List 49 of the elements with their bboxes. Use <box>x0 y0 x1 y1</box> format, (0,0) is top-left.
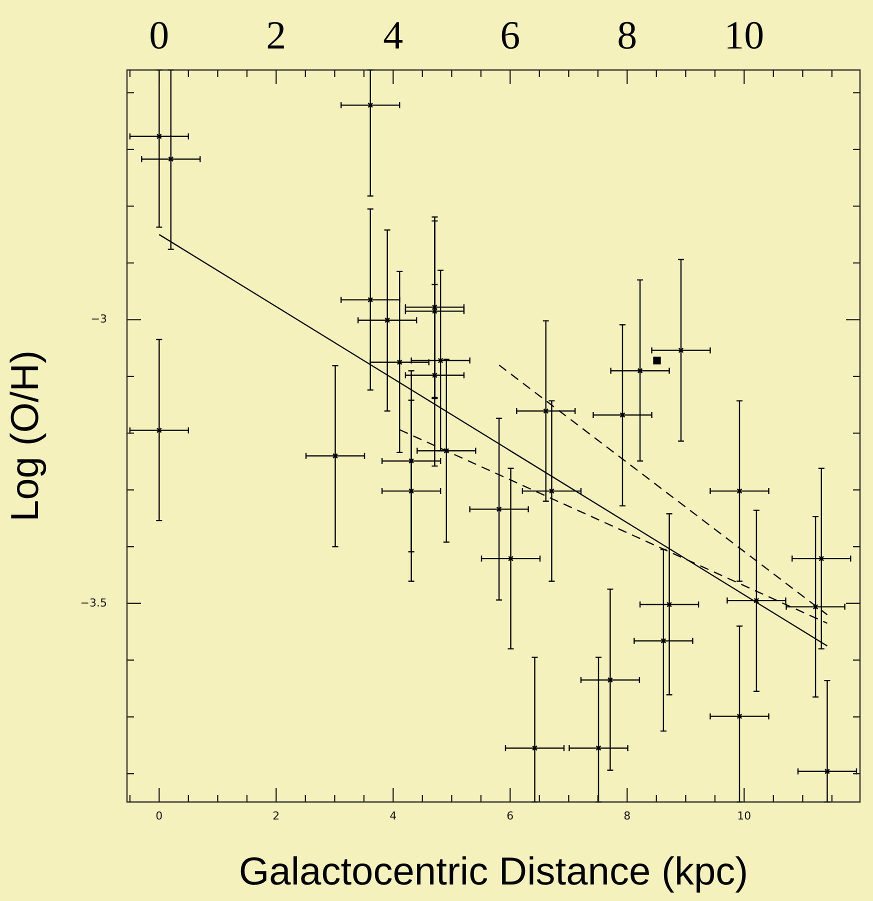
point <box>408 488 414 494</box>
x-tick-label: 4 <box>383 12 404 58</box>
x-axis-title: Galactocentric Distance (kpc) <box>238 850 748 894</box>
point <box>660 638 666 644</box>
point <box>508 556 514 562</box>
point <box>754 598 760 604</box>
point <box>368 297 374 303</box>
point <box>384 317 390 324</box>
x-tick-label: 6 <box>500 12 520 58</box>
point <box>812 604 818 610</box>
x-tick-label: 0 <box>149 12 170 58</box>
point <box>678 348 684 354</box>
x-tick-label: 2 <box>266 12 286 58</box>
point <box>548 488 554 494</box>
point <box>396 359 402 366</box>
x-tick-label: 10 <box>724 12 764 58</box>
point <box>653 356 661 364</box>
point <box>736 714 742 720</box>
y-axis-title: Log (O/H) <box>4 350 48 522</box>
point <box>368 102 374 108</box>
x2-tick-label: 4 <box>390 809 397 822</box>
point <box>543 408 549 414</box>
point <box>736 488 742 494</box>
point <box>168 156 174 162</box>
x2-tick-label: 2 <box>272 809 280 822</box>
x2-tick-label: 8 <box>624 809 631 822</box>
x2-tick-label: 0 <box>156 809 163 822</box>
y-tick-label: −3 <box>90 312 107 326</box>
point <box>408 458 414 464</box>
point <box>444 448 450 454</box>
point <box>438 358 444 364</box>
point <box>432 372 438 378</box>
point <box>156 134 162 140</box>
point <box>637 368 643 374</box>
point <box>607 677 613 683</box>
point <box>532 745 538 751</box>
x2-tick-label: 10 <box>737 809 752 822</box>
point <box>818 556 824 562</box>
y-tick-label: −3.5 <box>80 596 107 610</box>
x2-tick-label: 6 <box>506 809 514 822</box>
point <box>432 304 438 310</box>
point <box>824 768 830 774</box>
point <box>156 428 162 434</box>
point <box>596 745 602 751</box>
point <box>496 506 502 512</box>
point <box>332 453 338 459</box>
point <box>666 602 672 608</box>
point <box>620 412 626 418</box>
x-tick-label: 8 <box>617 12 638 58</box>
